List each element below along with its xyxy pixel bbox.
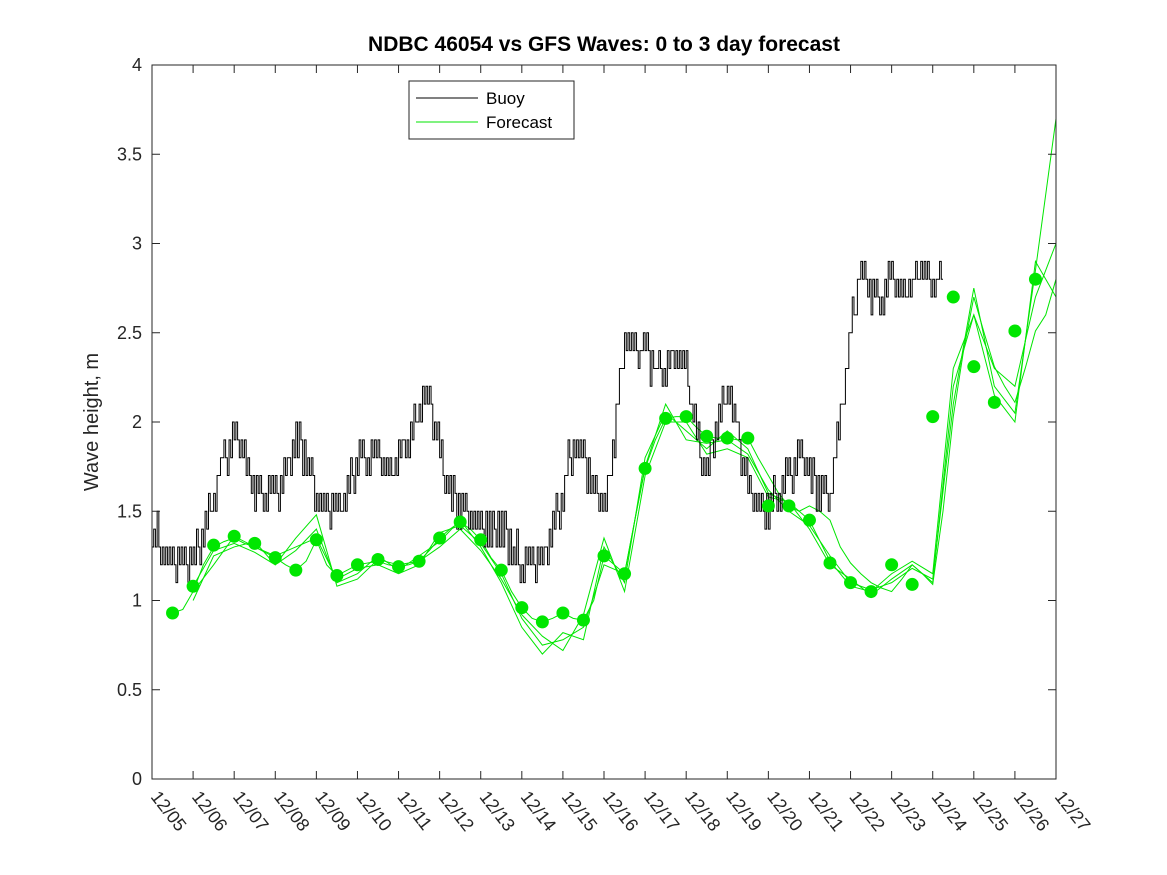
forecast-marker [802,513,816,527]
forecast-marker [987,395,1001,409]
forecast-marker [412,554,426,568]
forecast-marker [494,563,508,577]
forecast-marker [700,429,714,443]
forecast-marker [371,552,385,566]
y-tick-label: 3 [132,234,142,254]
forecast-marker [782,499,796,513]
forecast-marker [207,538,221,552]
chart-title: NDBC 46054 vs GFS Waves: 0 to 3 day fore… [368,33,840,56]
buoy-line [152,260,943,584]
forecast-marker [720,431,734,445]
y-tick-label: 0 [132,769,142,789]
forecast-marker [350,558,364,572]
forecast-marker [618,567,632,581]
forecast-marker [392,560,406,574]
forecast-run-line [192,243,1057,655]
y-tick-label: 3.5 [117,144,142,164]
forecast-marker [638,461,652,475]
y-tick-label: 4 [132,55,142,75]
forecast-marker [227,529,241,543]
forecast-marker [289,563,303,577]
forecast-marker [1008,324,1022,338]
y-tick-label: 1 [132,591,142,611]
y-axis-label: Wave height, m [81,353,103,491]
y-tick-label: 0.5 [117,680,142,700]
forecast-marker [823,556,837,570]
forecast-markers [166,272,1042,629]
y-tick-label: 2 [132,412,142,432]
legend-forecast-label: Forecast [486,113,552,132]
forecast-marker [1028,272,1042,286]
forecast-marker [967,360,981,374]
forecast-marker [946,290,960,304]
forecast-marker [741,431,755,445]
forecast-marker [535,615,549,629]
forecast-marker [556,606,570,620]
forecast-marker [474,533,488,547]
forecast-marker [905,577,919,591]
y-tick-label: 1.5 [117,501,142,521]
forecast-marker [268,551,282,565]
forecast-run-line [192,259,1057,652]
forecast-marker [926,410,940,424]
forecast-marker [885,558,899,572]
plot-area [152,65,1056,779]
forecast-marker [576,613,590,627]
forecast-marker [515,601,529,615]
forecast-marker [761,499,775,513]
legend-buoy-label: Buoy [486,89,525,108]
forecast-marker [309,533,323,547]
forecast-marker [659,411,673,425]
legend-box [408,80,575,140]
forecast-marker [844,576,858,590]
forecast-marker [453,515,467,529]
forecast-marker [166,606,180,620]
y-axis: 0 0.5 1 1.5 2 2.5 3 3.5 4 [117,55,1056,789]
forecast-marker [864,585,878,599]
forecast-marker [330,569,344,583]
forecast-marker [679,410,693,424]
forecast-marker [186,579,200,593]
buoy-series-line [152,260,943,584]
forecast-marker [433,531,447,545]
legend: Buoy Forecast [408,80,575,140]
y-tick-label: 2.5 [117,323,142,343]
forecast-marker [248,536,262,550]
forecast-marker [597,549,611,563]
